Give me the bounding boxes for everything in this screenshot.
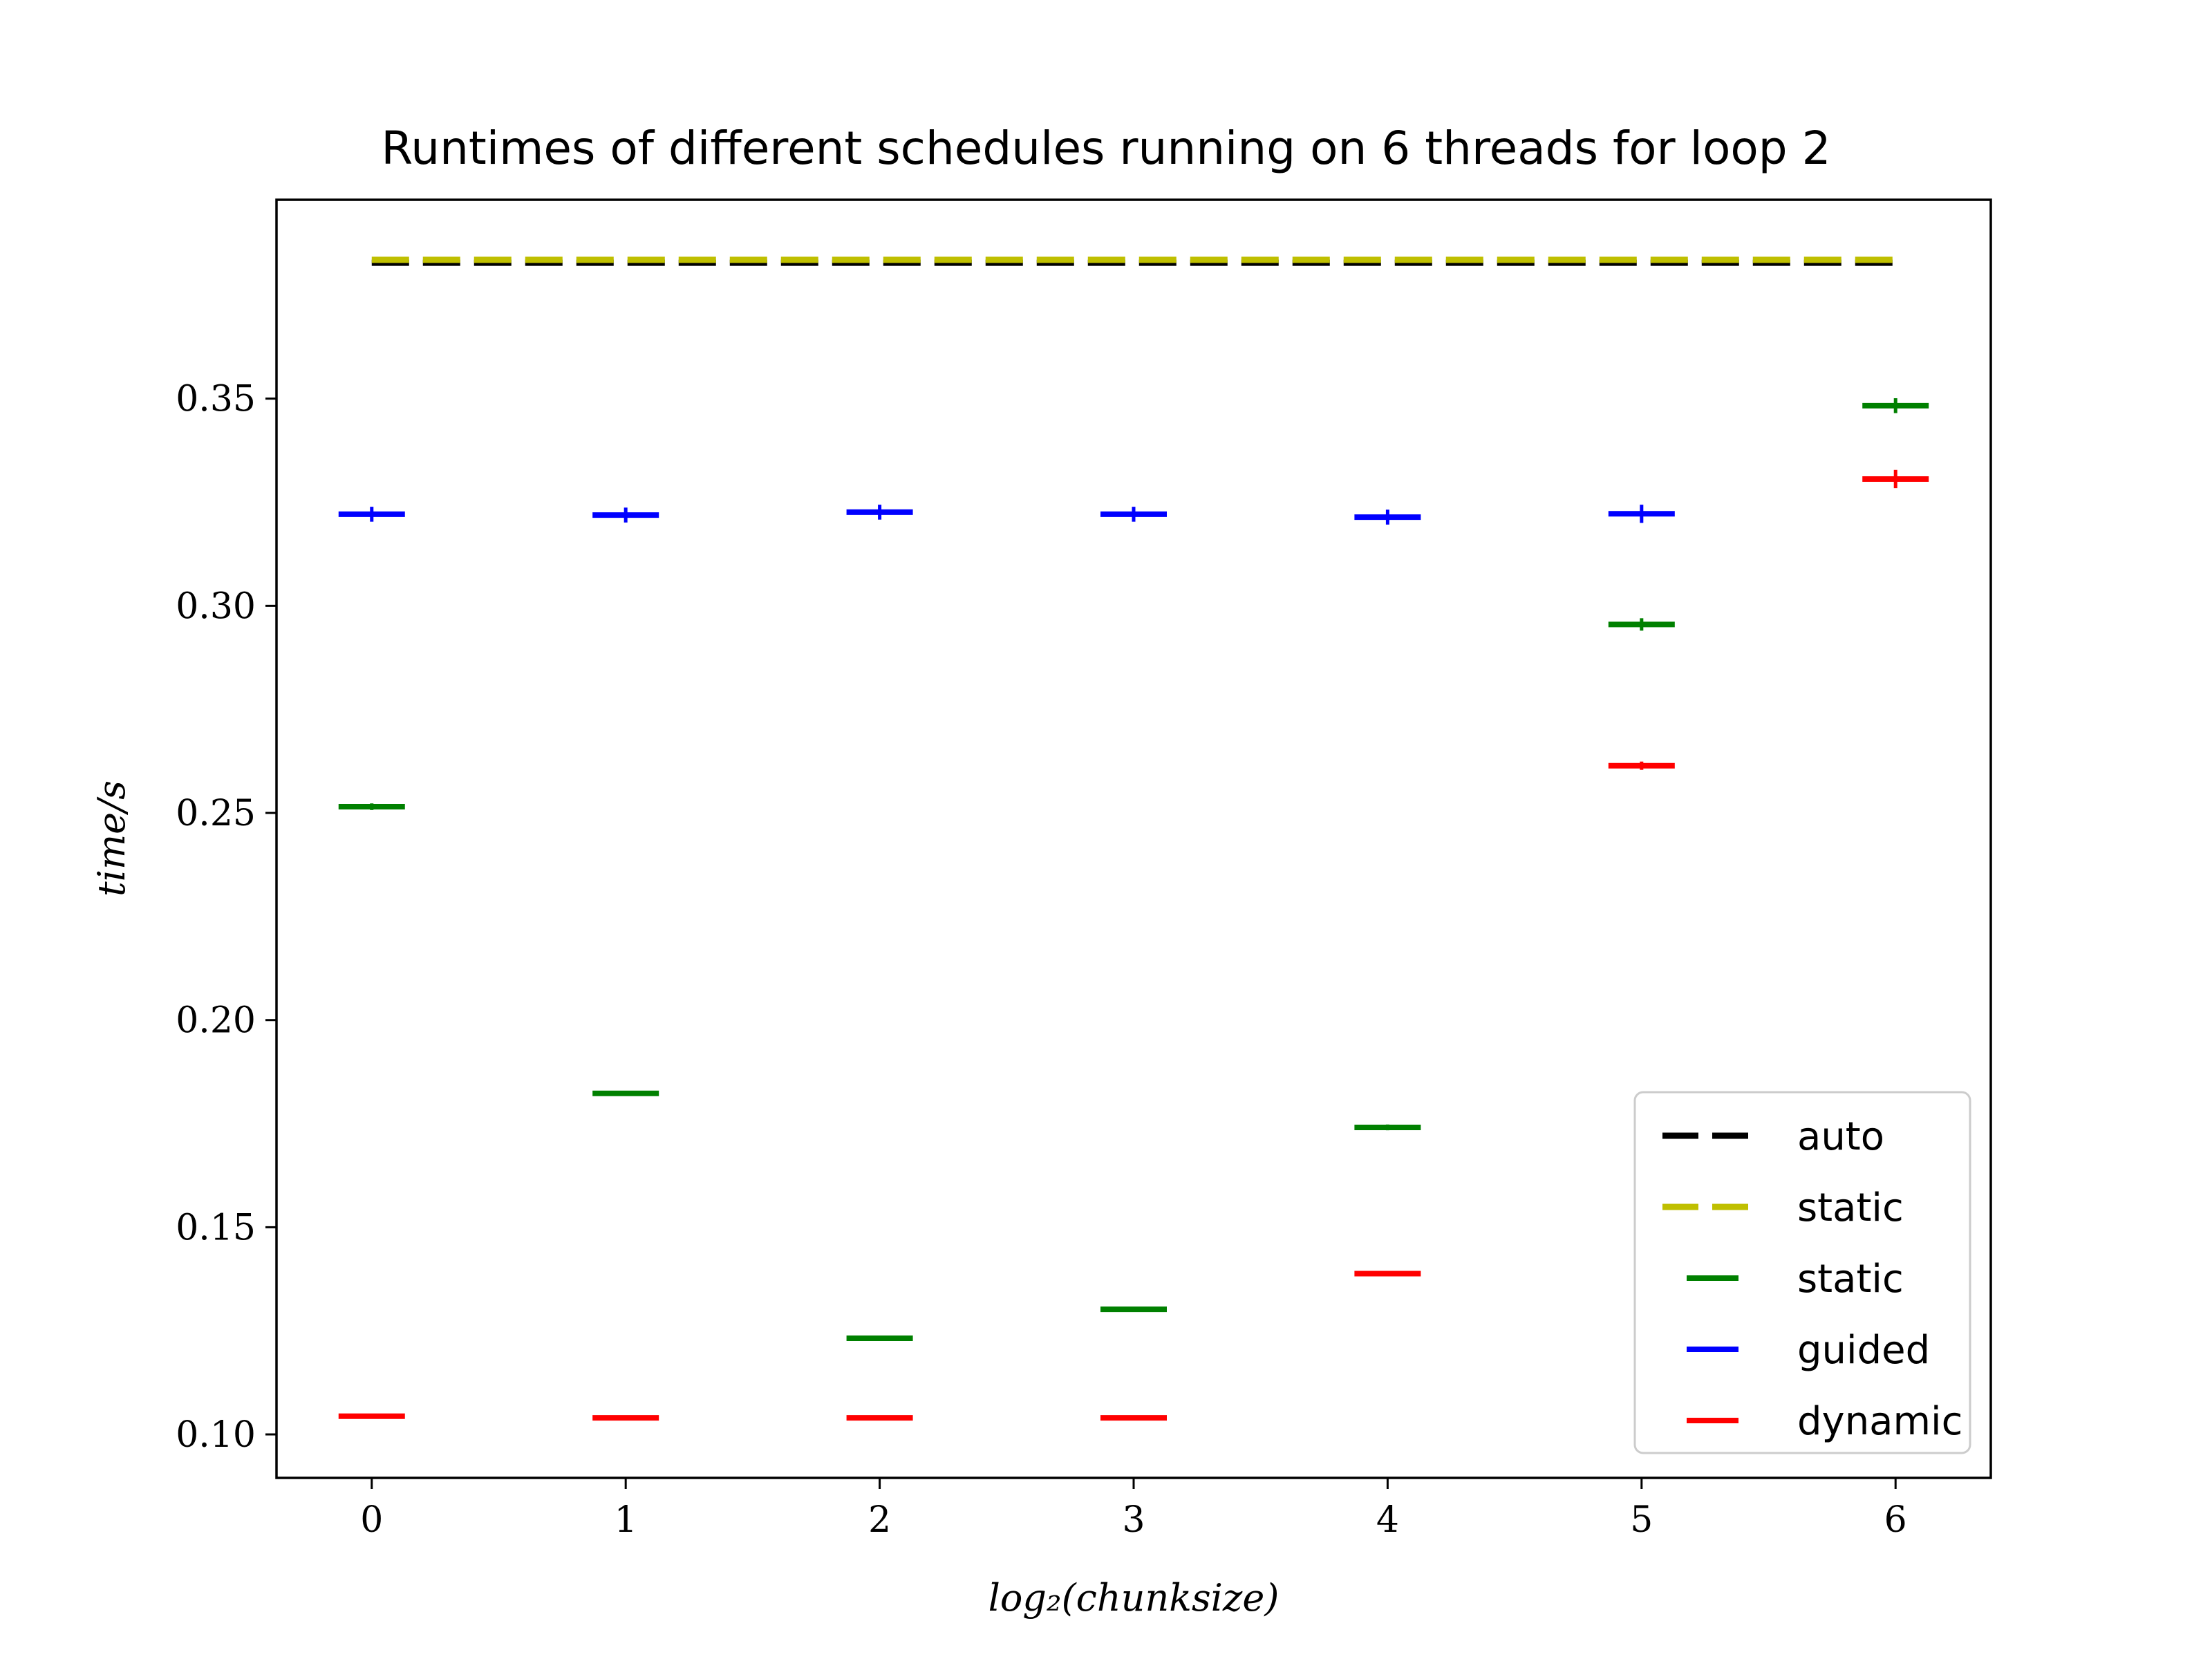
- static-point: [846, 1335, 913, 1342]
- y-tick-label: 0.25: [176, 793, 256, 834]
- x-tick-label: 5: [1630, 1499, 1653, 1541]
- x-tick-label: 3: [1122, 1499, 1145, 1541]
- y-tick-label: 0.35: [176, 379, 256, 420]
- dynamic-point: [1862, 469, 1929, 489]
- dynamic-point: [846, 1415, 913, 1421]
- legend-item-dynamic: dynamic: [1687, 1399, 1962, 1444]
- x-tick-label: 6: [1884, 1499, 1907, 1541]
- dynamic-point: [1608, 761, 1675, 770]
- y-tick-label: 0.30: [176, 585, 256, 627]
- x-axis: 0 1 2 3 4 5 6: [360, 1478, 1907, 1541]
- dynamic-point: [592, 1415, 659, 1421]
- legend-item-guided: guided: [1687, 1328, 1930, 1373]
- y-tick-label: 0.15: [176, 1207, 256, 1248]
- legend: auto static static guided dynamic: [1633, 1091, 1971, 1454]
- x-axis-label: log₂(chunksize): [988, 1576, 1280, 1620]
- guided-point: [338, 507, 405, 522]
- dynamic-point: [1354, 1271, 1421, 1277]
- guided-point: [1354, 509, 1421, 525]
- static-point: [1608, 618, 1675, 631]
- x-tick-label: 4: [1376, 1499, 1399, 1541]
- legend-box: [1633, 1091, 1971, 1454]
- static-point: [1354, 1124, 1421, 1131]
- dynamic-point: [1100, 1415, 1167, 1421]
- legend-item-static: static: [1662, 1185, 1904, 1230]
- x-tick-label: 1: [615, 1499, 637, 1541]
- legend-item-static: static: [1687, 1257, 1904, 1302]
- chart-title: Runtimes of different schedules running …: [381, 122, 1830, 175]
- legend-label: guided: [1797, 1328, 1930, 1373]
- legend-label: auto: [1797, 1114, 1884, 1159]
- guided-point: [846, 505, 913, 520]
- dynamic-point: [338, 1413, 405, 1419]
- y-tick-label: 0.10: [176, 1414, 256, 1456]
- legend-label: static: [1797, 1257, 1904, 1302]
- y-axis-label: time/s: [90, 780, 133, 897]
- x-tick-label: 0: [360, 1499, 383, 1541]
- y-axis: 0.10 0.15 0.20 0.25 0.30 0.35: [176, 379, 276, 1456]
- x-tick-label: 2: [868, 1499, 891, 1541]
- legend-label: dynamic: [1797, 1399, 1962, 1444]
- static-point: [592, 1090, 659, 1096]
- guided-point: [1100, 507, 1167, 522]
- static-point: [1862, 398, 1929, 413]
- guided-point: [592, 507, 659, 523]
- y-tick-label: 0.20: [176, 1000, 256, 1042]
- guided-point: [1608, 505, 1675, 523]
- static-point: [1100, 1306, 1167, 1313]
- legend-item-auto: auto: [1662, 1114, 1884, 1159]
- plot-area: [338, 256, 1929, 1421]
- legend-label: static: [1797, 1185, 1904, 1230]
- static-point: [338, 803, 405, 810]
